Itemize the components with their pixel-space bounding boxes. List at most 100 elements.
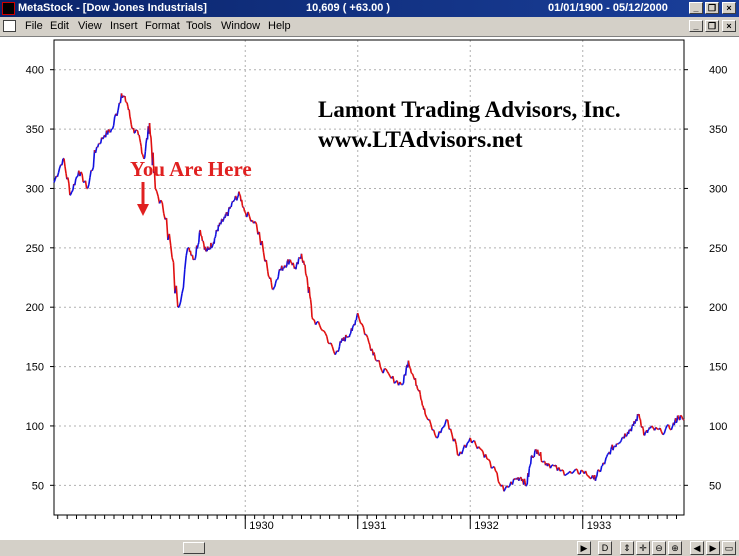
price-segment <box>534 451 535 457</box>
price-segment <box>161 200 162 203</box>
price-segment <box>586 471 587 475</box>
price-segment <box>310 297 311 300</box>
price-segment <box>358 313 360 319</box>
price-segment <box>96 147 97 153</box>
price-segment <box>643 429 644 435</box>
price-segment <box>383 369 384 374</box>
price-segment <box>145 143 146 151</box>
y-tick-label-right: 300 <box>709 183 727 195</box>
price-segment <box>451 429 452 434</box>
price-segment <box>482 450 483 452</box>
you-are-here-annotation: You Are Here <box>130 157 252 182</box>
price-segment <box>664 429 665 434</box>
price-segment <box>312 317 313 319</box>
scroll-right-end-icon[interactable]: ▶ <box>706 541 720 555</box>
price-segment <box>647 430 648 433</box>
price-segment <box>570 471 571 473</box>
price-segment <box>127 103 128 106</box>
price-segment <box>239 192 240 195</box>
price-segment <box>522 479 523 482</box>
price-segment <box>431 425 432 431</box>
zoom-out-icon[interactable]: ⊖ <box>652 541 666 555</box>
window-icon[interactable]: ▭ <box>722 541 736 555</box>
price-segment <box>626 435 627 436</box>
website-annotation: www.LTAdvisors.net <box>318 127 522 153</box>
price-segment <box>114 117 115 126</box>
price-segment <box>577 469 578 474</box>
price-segment <box>455 439 456 445</box>
price-segment <box>598 470 599 471</box>
price-segment <box>417 385 418 388</box>
price-segment <box>271 282 272 288</box>
price-segment <box>359 319 360 323</box>
price-segment <box>413 376 414 378</box>
price-segment <box>135 130 136 133</box>
price-segment <box>409 365 410 368</box>
price-segment <box>620 442 621 443</box>
price-segment <box>325 333 326 336</box>
price-segment <box>280 269 281 270</box>
price-segment <box>448 420 450 429</box>
price-segment <box>645 433 646 436</box>
price-segment <box>475 441 476 445</box>
price-segment <box>425 414 427 417</box>
price-segment <box>179 302 180 307</box>
price-segment <box>318 322 319 326</box>
price-segment <box>181 294 182 302</box>
price-segment <box>131 125 132 129</box>
price-segment <box>639 414 640 419</box>
price-segment <box>349 334 350 337</box>
price-segment <box>242 206 243 208</box>
price-segment <box>681 416 682 417</box>
price-segment <box>408 361 409 365</box>
price-segment <box>302 254 303 259</box>
price-segment <box>195 259 196 260</box>
x-tick-label: 1930 <box>249 520 273 532</box>
price-segment <box>640 420 641 426</box>
price-segment <box>394 382 395 383</box>
price-segment <box>400 382 401 385</box>
price-segment <box>141 143 142 147</box>
price-segment <box>444 425 445 428</box>
price-segment <box>70 194 71 195</box>
price-segment <box>420 395 421 400</box>
price-segment <box>69 184 70 196</box>
price-segment <box>489 459 490 461</box>
crosshair-icon[interactable]: ✛ <box>636 541 650 555</box>
price-segment <box>89 177 90 184</box>
price-segment <box>307 278 308 286</box>
price-segment <box>293 263 294 266</box>
scroll-left-icon[interactable]: ◀ <box>690 541 704 555</box>
daily-period-button[interactable]: D <box>598 541 612 555</box>
price-segment <box>529 465 530 468</box>
zoom-in-icon[interactable]: ⊕ <box>668 541 682 555</box>
price-segment <box>195 254 196 258</box>
price-segment <box>238 196 239 197</box>
y-tick-label-left: 150 <box>26 362 44 374</box>
price-segment <box>176 286 178 307</box>
price-segment <box>486 454 487 459</box>
price-segment <box>306 276 307 278</box>
scroll-right-icon[interactable]: ▶ <box>577 541 591 555</box>
price-segment <box>64 159 65 167</box>
horizontal-scrollbar[interactable]: ▶ D ⇕ ✛ ⊖ ⊕ ◀ ▶ ▭ <box>0 539 739 556</box>
price-segment <box>336 351 337 353</box>
price-segment <box>274 287 275 288</box>
price-segment <box>118 103 119 110</box>
price-segment <box>563 470 564 475</box>
move-icon[interactable]: ⇕ <box>620 541 634 555</box>
price-segment <box>530 464 531 465</box>
y-tick-label-left: 400 <box>26 65 44 77</box>
price-segment <box>109 129 110 131</box>
price-segment <box>442 427 443 428</box>
scroll-thumb[interactable] <box>183 542 205 554</box>
price-segment <box>111 129 112 132</box>
price-segment <box>380 367 381 371</box>
price-segment <box>75 179 76 185</box>
price-segment <box>494 467 495 471</box>
price-segment <box>466 443 467 448</box>
price-segment <box>289 260 290 264</box>
price-segment <box>86 181 87 189</box>
price-segment <box>601 466 602 470</box>
